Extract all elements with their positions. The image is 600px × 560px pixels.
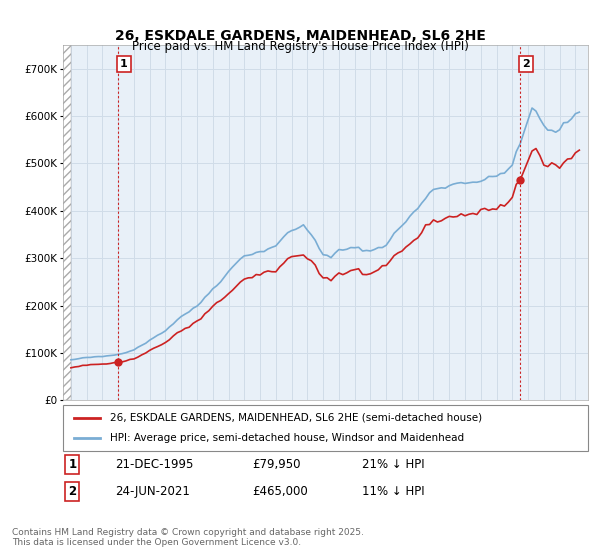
Text: 11% ↓ HPI: 11% ↓ HPI xyxy=(362,485,425,498)
Text: 26, ESKDALE GARDENS, MAIDENHEAD, SL6 2HE (semi-detached house): 26, ESKDALE GARDENS, MAIDENHEAD, SL6 2HE… xyxy=(110,413,482,423)
Text: Contains HM Land Registry data © Crown copyright and database right 2025.
This d: Contains HM Land Registry data © Crown c… xyxy=(12,528,364,547)
Text: HPI: Average price, semi-detached house, Windsor and Maidenhead: HPI: Average price, semi-detached house,… xyxy=(110,433,464,443)
Text: 24-JUN-2021: 24-JUN-2021 xyxy=(115,485,190,498)
Text: 1: 1 xyxy=(120,59,128,69)
Text: 26, ESKDALE GARDENS, MAIDENHEAD, SL6 2HE: 26, ESKDALE GARDENS, MAIDENHEAD, SL6 2HE xyxy=(115,29,485,43)
Text: 2: 2 xyxy=(68,485,76,498)
Text: 1: 1 xyxy=(68,458,76,472)
Text: 21-DEC-1995: 21-DEC-1995 xyxy=(115,458,194,472)
Text: 2: 2 xyxy=(522,59,530,69)
Text: Price paid vs. HM Land Registry's House Price Index (HPI): Price paid vs. HM Land Registry's House … xyxy=(131,40,469,53)
Text: £465,000: £465,000 xyxy=(252,485,308,498)
FancyBboxPatch shape xyxy=(63,405,588,451)
Text: £79,950: £79,950 xyxy=(252,458,301,472)
Text: 21% ↓ HPI: 21% ↓ HPI xyxy=(362,458,425,472)
